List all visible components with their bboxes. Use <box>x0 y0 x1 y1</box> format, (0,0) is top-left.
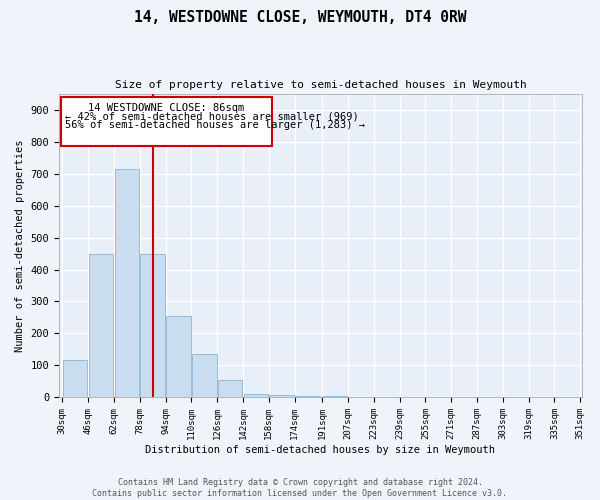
Bar <box>218 380 242 398</box>
Text: 56% of semi-detached houses are larger (1,283) →: 56% of semi-detached houses are larger (… <box>65 120 365 130</box>
Bar <box>349 396 373 398</box>
Y-axis label: Number of semi-detached properties: Number of semi-detached properties <box>15 140 25 352</box>
Bar <box>166 316 191 398</box>
Bar <box>295 396 320 398</box>
Title: Size of property relative to semi-detached houses in Weymouth: Size of property relative to semi-detach… <box>115 80 526 90</box>
Bar <box>192 354 217 398</box>
X-axis label: Distribution of semi-detached houses by size in Weymouth: Distribution of semi-detached houses by … <box>145 445 496 455</box>
Bar <box>89 254 113 398</box>
Text: 14, WESTDOWNE CLOSE, WEYMOUTH, DT4 0RW: 14, WESTDOWNE CLOSE, WEYMOUTH, DT4 0RW <box>134 10 466 25</box>
Bar <box>63 360 88 398</box>
Text: ← 42% of semi-detached houses are smaller (969): ← 42% of semi-detached houses are smalle… <box>65 111 359 121</box>
Bar <box>140 254 165 398</box>
Bar <box>244 394 268 398</box>
Bar <box>374 396 399 398</box>
Text: 14 WESTDOWNE CLOSE: 86sqm: 14 WESTDOWNE CLOSE: 86sqm <box>88 102 244 113</box>
Bar <box>115 168 139 398</box>
Bar <box>323 396 347 398</box>
FancyBboxPatch shape <box>61 97 272 146</box>
Bar <box>400 397 425 398</box>
Bar <box>269 395 294 398</box>
Text: Contains HM Land Registry data © Crown copyright and database right 2024.
Contai: Contains HM Land Registry data © Crown c… <box>92 478 508 498</box>
